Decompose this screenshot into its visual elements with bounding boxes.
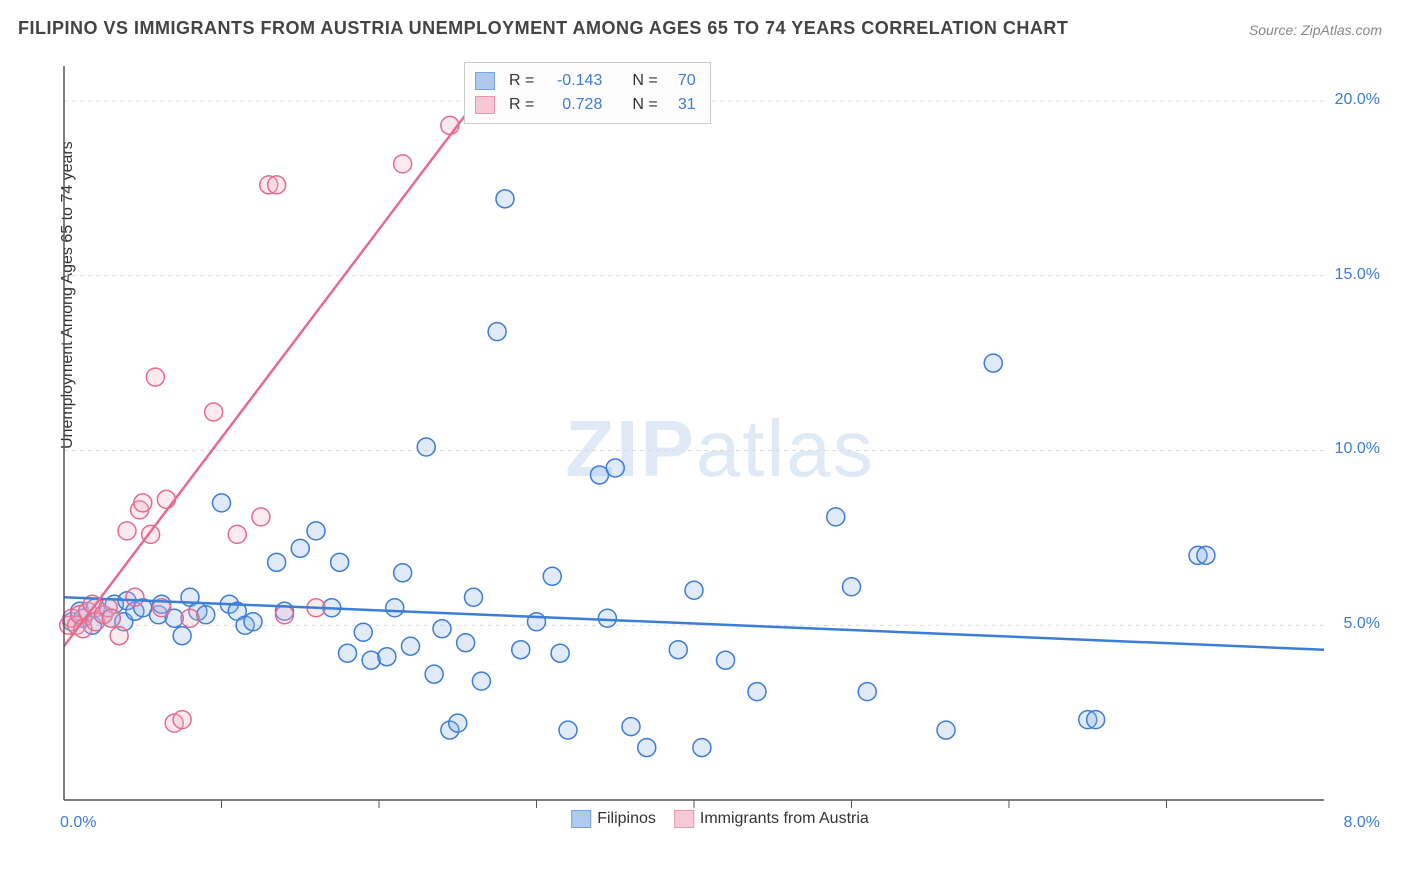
scatter-point — [268, 176, 286, 194]
scatter-point — [213, 494, 231, 512]
r-value: 0.728 — [542, 93, 602, 117]
scatter-point — [1197, 546, 1215, 564]
scatter-point — [551, 644, 569, 662]
swatch-icon — [475, 96, 495, 114]
r-label: R = — [509, 69, 534, 93]
legend-label: Filipinos — [597, 810, 656, 827]
scatter-point — [126, 588, 144, 606]
x-max-label: 8.0% — [1344, 814, 1380, 832]
scatter-point — [465, 588, 483, 606]
plot-area: Unemployment Among Ages 65 to 74 years Z… — [56, 58, 1384, 840]
n-label: N = — [632, 69, 657, 93]
stats-row: R = 0.728 N = 31 — [475, 93, 696, 117]
stats-legend: R = -0.143 N = 70 R = 0.728 N = 31 — [464, 62, 711, 124]
scatter-point — [146, 368, 164, 386]
scatter-point — [331, 553, 349, 571]
scatter-point — [449, 714, 467, 732]
scatter-point — [268, 553, 286, 571]
scatter-point — [827, 508, 845, 526]
scatter-point — [488, 323, 506, 341]
scatter-point — [402, 637, 420, 655]
x-min-label: 0.0% — [60, 814, 96, 832]
scatter-point — [181, 609, 199, 627]
scatter-point — [417, 438, 435, 456]
scatter-point — [252, 508, 270, 526]
scatter-point — [244, 613, 262, 631]
scatter-point — [228, 525, 246, 543]
scatter-point — [354, 623, 372, 641]
scatter-point — [102, 609, 120, 627]
y-tick-label: 15.0% — [1335, 266, 1380, 284]
scatter-point — [1087, 711, 1105, 729]
scatter-point — [276, 606, 294, 624]
scatter-point — [496, 190, 514, 208]
scatter-point — [748, 683, 766, 701]
n-value: 70 — [666, 69, 696, 93]
scatter-point — [394, 155, 412, 173]
scatter-point — [386, 599, 404, 617]
scatter-point — [307, 522, 325, 540]
r-label: R = — [509, 93, 534, 117]
chart-container: FILIPINO VS IMMIGRANTS FROM AUSTRIA UNEM… — [0, 0, 1406, 892]
scatter-point — [425, 665, 443, 683]
scatter-point — [197, 606, 215, 624]
scatter-point — [543, 567, 561, 585]
scatter-point — [339, 644, 357, 662]
r-value: -0.143 — [542, 69, 602, 93]
scatter-point — [843, 578, 861, 596]
y-tick-label: 5.0% — [1344, 615, 1380, 633]
legend-item: Filipinos — [571, 810, 656, 828]
scatter-point — [984, 354, 1002, 372]
scatter-point — [559, 721, 577, 739]
scatter-point — [394, 564, 412, 582]
scatter-point — [472, 672, 490, 690]
swatch-icon — [674, 810, 694, 828]
scatter-point — [118, 522, 136, 540]
scatter-point — [598, 609, 616, 627]
source-label: Source: ZipAtlas.com — [1249, 22, 1382, 38]
scatter-point — [291, 539, 309, 557]
scatter-point — [433, 620, 451, 638]
legend-item: Immigrants from Austria — [674, 810, 869, 828]
scatter-point — [937, 721, 955, 739]
scatter-point — [173, 627, 191, 645]
scatter-point — [378, 648, 396, 666]
scatter-point — [669, 641, 687, 659]
y-tick-label: 10.0% — [1335, 440, 1380, 458]
n-value: 31 — [666, 93, 696, 117]
plot-svg — [56, 58, 1384, 840]
chart-title: FILIPINO VS IMMIGRANTS FROM AUSTRIA UNEM… — [18, 18, 1068, 39]
scatter-point — [110, 627, 128, 645]
scatter-point — [622, 718, 640, 736]
scatter-point — [157, 490, 175, 508]
swatch-icon — [475, 72, 495, 90]
stats-row: R = -0.143 N = 70 — [475, 69, 696, 93]
scatter-point — [512, 641, 530, 659]
scatter-point — [685, 581, 703, 599]
scatter-point — [205, 403, 223, 421]
legend-label: Immigrants from Austria — [700, 810, 869, 827]
scatter-point — [606, 459, 624, 477]
scatter-point — [173, 711, 191, 729]
y-tick-label: 20.0% — [1335, 91, 1380, 109]
scatter-point — [457, 634, 475, 652]
scatter-point — [362, 651, 380, 669]
scatter-point — [638, 739, 656, 757]
swatch-icon — [571, 810, 591, 828]
scatter-point — [858, 683, 876, 701]
scatter-point — [693, 739, 711, 757]
scatter-point — [717, 651, 735, 669]
series-legend: Filipinos Immigrants from Austria — [571, 810, 869, 828]
n-label: N = — [632, 93, 657, 117]
scatter-point — [134, 494, 152, 512]
